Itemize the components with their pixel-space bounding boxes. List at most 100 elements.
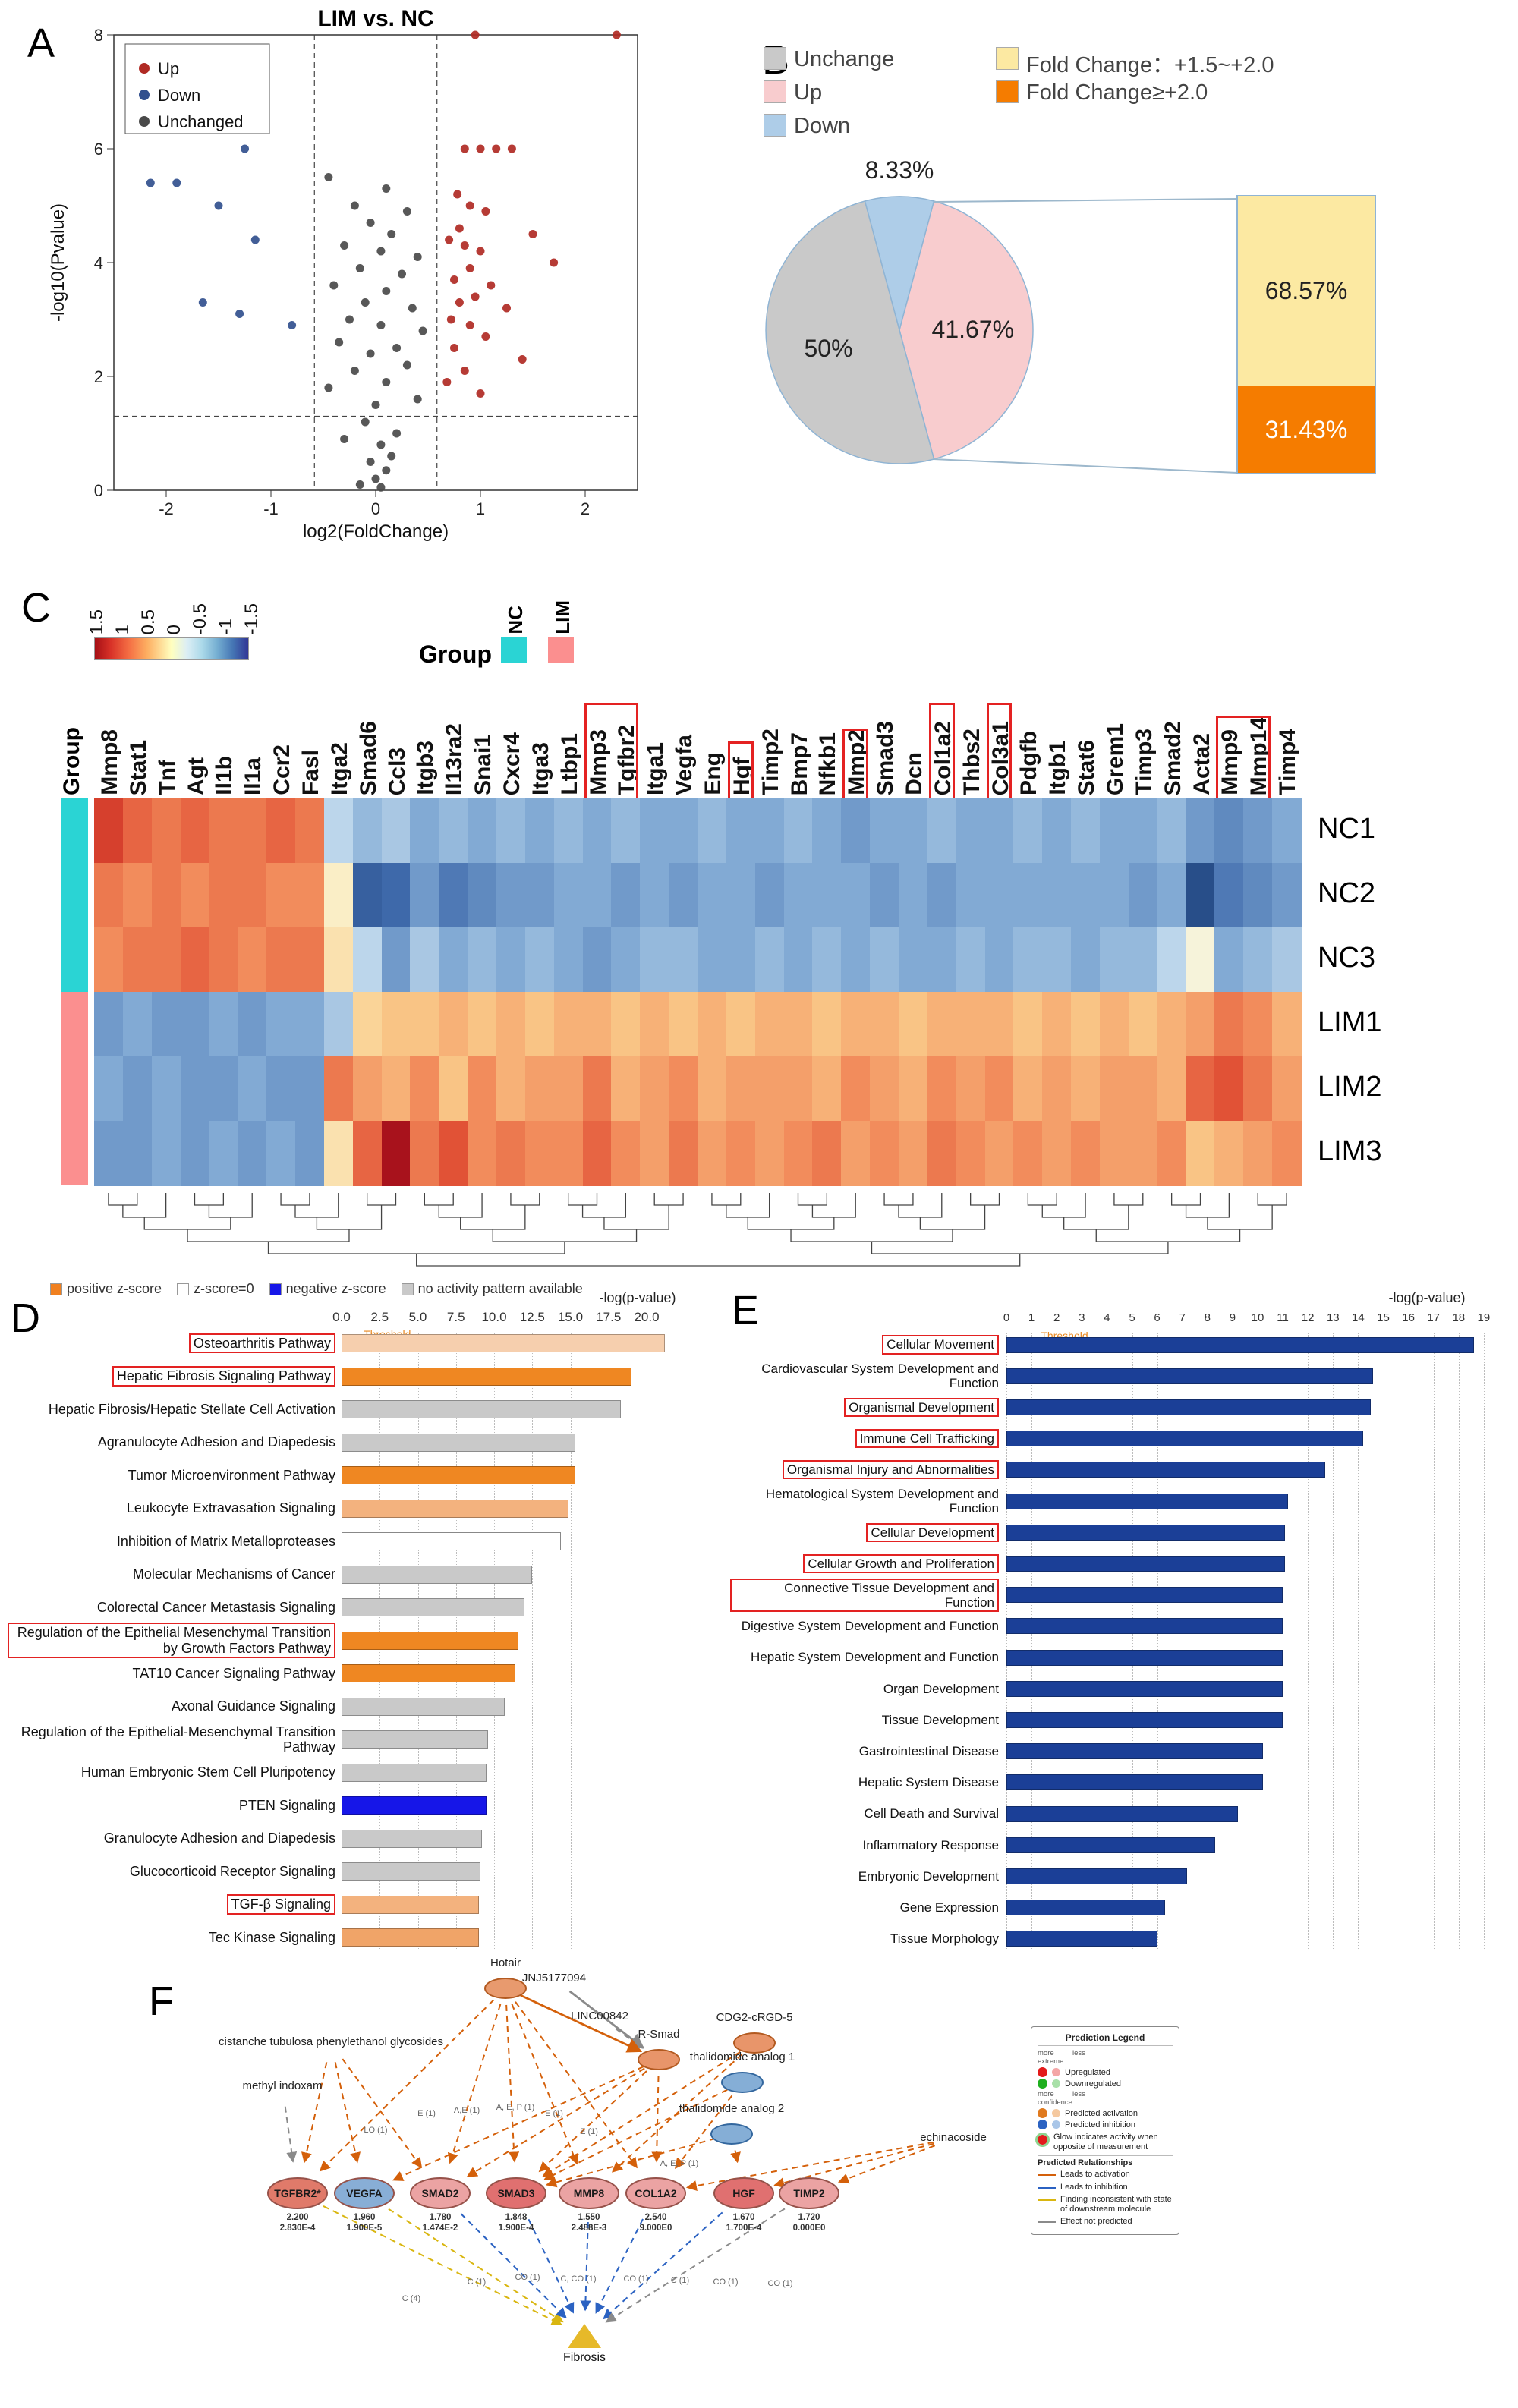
- node-methyl[interactable]: methyl indoxam: [242, 2079, 323, 2092]
- node-col1a2[interactable]: COL1A2: [625, 2177, 686, 2209]
- node-hotair[interactable]: [484, 1978, 527, 1999]
- heatmap-cell[interactable]: [209, 1121, 238, 1186]
- volcano-point-unchanged[interactable]: [418, 326, 427, 335]
- heatmap-cell[interactable]: [238, 1056, 267, 1122]
- functions-bar[interactable]: [1006, 1431, 1364, 1447]
- heatmap-cell[interactable]: [754, 863, 785, 928]
- heatmap-cell[interactable]: [151, 992, 181, 1057]
- node-smad3[interactable]: SMAD3: [486, 2177, 546, 2209]
- heatmap-cell[interactable]: [496, 1056, 526, 1122]
- functions-bar[interactable]: [1006, 1493, 1288, 1509]
- pathways-bar[interactable]: [342, 1829, 482, 1848]
- pathways-bar[interactable]: [342, 1862, 480, 1881]
- volcano-point-unchanged[interactable]: [382, 287, 391, 295]
- pie-slice-down[interactable]: [864, 196, 935, 332]
- heatmap-cell[interactable]: [323, 992, 354, 1057]
- heatmap-cell[interactable]: [180, 992, 210, 1057]
- heatmap-cell[interactable]: [524, 927, 555, 993]
- volcano-point-up[interactable]: [612, 30, 621, 39]
- heatmap-cell[interactable]: [1186, 1121, 1216, 1186]
- heatmap-cell[interactable]: [410, 1121, 439, 1186]
- heatmap-cell[interactable]: [1243, 1121, 1273, 1186]
- volcano-point-unchanged[interactable]: [366, 349, 375, 358]
- heatmap-cell[interactable]: [295, 992, 325, 1057]
- heatmap-cell[interactable]: [956, 798, 986, 864]
- volcano-point-unchanged[interactable]: [366, 458, 375, 466]
- volcano-point-unchanged[interactable]: [402, 360, 411, 370]
- volcano-point-up[interactable]: [481, 332, 490, 341]
- heatmap-cell[interactable]: [381, 927, 411, 993]
- functions-bar[interactable]: [1006, 1805, 1238, 1822]
- heatmap-cell[interactable]: [496, 863, 526, 928]
- heatmap-cell[interactable]: [553, 798, 584, 864]
- heatmap-cell[interactable]: [1243, 927, 1273, 993]
- heatmap-cell[interactable]: [381, 1056, 411, 1122]
- volcano-point-up[interactable]: [492, 144, 501, 153]
- volcano-point-unchanged[interactable]: [371, 474, 380, 483]
- heatmap-cell[interactable]: [1100, 863, 1129, 928]
- heatmap-cell[interactable]: [468, 1056, 497, 1122]
- heatmap-cell[interactable]: [1186, 1056, 1216, 1122]
- pathways-bar[interactable]: [342, 1763, 487, 1782]
- heatmap-cell[interactable]: [238, 863, 267, 928]
- volcano-point-up[interactable]: [445, 235, 454, 244]
- volcano-point-down[interactable]: [250, 235, 260, 244]
- heatmap-cell[interactable]: [1100, 1056, 1129, 1122]
- functions-bar[interactable]: [1006, 1462, 1326, 1478]
- heatmap-cell[interactable]: [1042, 992, 1072, 1057]
- heatmap-cell[interactable]: [611, 798, 641, 864]
- heatmap-cell[interactable]: [812, 927, 842, 993]
- heatmap-cell[interactable]: [468, 798, 497, 864]
- heatmap-cell[interactable]: [266, 1056, 296, 1122]
- volcano-point-up[interactable]: [442, 378, 452, 386]
- heatmap-cell[interactable]: [927, 927, 957, 993]
- heatmap-cell[interactable]: [381, 992, 411, 1057]
- volcano-point-unchanged[interactable]: [376, 440, 386, 449]
- heatmap-cell[interactable]: [410, 927, 439, 993]
- heatmap-cell[interactable]: [927, 863, 957, 928]
- volcano-point-up[interactable]: [487, 281, 496, 290]
- heatmap-cell[interactable]: [122, 927, 153, 993]
- node-smad2[interactable]: SMAD2: [410, 2177, 471, 2209]
- node-rsmad[interactable]: [638, 2049, 680, 2070]
- node-fibrosis[interactable]: Fibrosis: [562, 2351, 606, 2364]
- heatmap-cell[interactable]: [410, 992, 439, 1057]
- heatmap-cell[interactable]: [870, 863, 899, 928]
- volcano-point-unchanged[interactable]: [382, 466, 391, 475]
- volcano-point-up[interactable]: [502, 304, 511, 313]
- heatmap-cell[interactable]: [238, 992, 267, 1057]
- pathways-bar[interactable]: [342, 1631, 519, 1650]
- heatmap-cell[interactable]: [1042, 798, 1072, 864]
- functions-bar[interactable]: [1006, 1399, 1371, 1415]
- volcano-point-up[interactable]: [518, 355, 527, 364]
- volcano-point-down[interactable]: [288, 321, 297, 329]
- heatmap-cell[interactable]: [812, 1121, 842, 1186]
- heatmap-cell[interactable]: [899, 927, 928, 993]
- heatmap-cell[interactable]: [323, 863, 354, 928]
- pathways-bar[interactable]: [342, 1730, 488, 1749]
- heatmap-cell[interactable]: [295, 863, 325, 928]
- functions-bar[interactable]: [1006, 1524, 1286, 1541]
- functions-bar[interactable]: [1006, 1680, 1283, 1697]
- heatmap-cell[interactable]: [1272, 863, 1302, 928]
- heatmap-cell[interactable]: [582, 927, 613, 993]
- node-timp2[interactable]: TIMP2: [779, 2177, 839, 2209]
- heatmap-cell[interactable]: [984, 798, 1015, 864]
- heatmap-cell[interactable]: [726, 1121, 756, 1186]
- heatmap-cell[interactable]: [180, 927, 210, 993]
- pie-slice-up[interactable]: [899, 200, 1034, 460]
- volcano-point-unchanged[interactable]: [350, 201, 359, 210]
- heatmap-cell[interactable]: [640, 1056, 669, 1122]
- heatmap-cell[interactable]: [812, 863, 842, 928]
- heatmap-cell[interactable]: [524, 992, 555, 1057]
- heatmap-cell[interactable]: [1272, 798, 1302, 864]
- heatmap-cell[interactable]: [1042, 1056, 1072, 1122]
- heatmap-cell[interactable]: [956, 927, 986, 993]
- functions-bar[interactable]: [1006, 1837, 1215, 1853]
- heatmap-cell[interactable]: [726, 1056, 756, 1122]
- volcano-point-up[interactable]: [446, 315, 455, 324]
- heatmap-cell[interactable]: [698, 863, 727, 928]
- heatmap-cell[interactable]: [468, 927, 497, 993]
- heatmap-cell[interactable]: [1214, 927, 1244, 993]
- pathways-bar[interactable]: [342, 1433, 575, 1452]
